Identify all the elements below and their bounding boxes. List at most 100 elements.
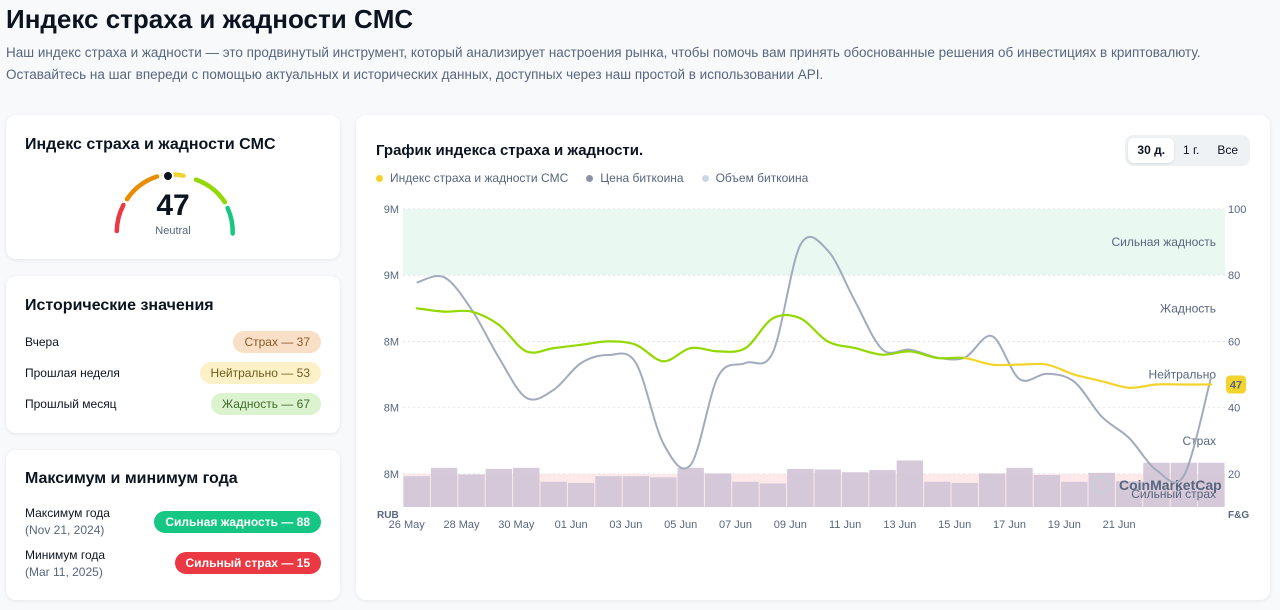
volume-bar — [1006, 467, 1033, 507]
yearly-max-badge: Сильная жадность — 88 — [154, 511, 321, 533]
x-axis-tick: 11 Jun — [829, 519, 861, 531]
x-axis-tick: 03 Jun — [609, 519, 642, 531]
left-axis-tick: 9M — [384, 204, 399, 216]
volume-bar — [814, 469, 841, 507]
fear-greed-line-segment — [662, 347, 692, 363]
right-axis-tick: 40 — [1228, 403, 1240, 415]
zone-label-extreme-greed: Сильная жадность — [1111, 235, 1216, 249]
fear-greed-line-segment — [771, 313, 802, 320]
zone-label-fear: Страх — [1182, 434, 1216, 448]
yearly-title: Максимум и минимум года — [25, 470, 238, 487]
yearly-min-badge: Сильный страх — 15 — [174, 552, 321, 574]
fear-greed-line-segment — [497, 323, 528, 353]
zone-label-extreme-fear: Сильный страх — [1131, 487, 1216, 501]
fear-greed-line-segment — [881, 350, 911, 356]
fear-greed-line-segment — [717, 347, 747, 353]
hist-last-month-badge: Жадность — 67 — [211, 393, 321, 415]
fear-greed-line-segment — [908, 350, 939, 360]
chart-watermark: CoinMarketCap — [1119, 477, 1222, 493]
legend-item-volume[interactable]: Объем биткоина — [701, 171, 809, 185]
x-axis-tick: 28 May — [443, 519, 480, 531]
volume-bar — [1115, 481, 1143, 507]
volume-bar — [951, 482, 978, 507]
intro-line-1: Наш индекс страха и жадности — это продв… — [6, 45, 1201, 60]
fear-greed-chart: CoinMarketCap Сильная жадность Жадность Ней… — [377, 204, 1249, 531]
fear-greed-line-segment — [607, 340, 637, 346]
volume-bar — [1088, 472, 1115, 507]
right-axis-tick: 60 — [1228, 336, 1240, 348]
fear-greed-line-segment — [1100, 380, 1131, 389]
volume-bar — [403, 476, 430, 507]
yearly-card: Максимум и минимум года Максимум года (N… — [6, 450, 340, 600]
gauge-arc-greed — [193, 177, 228, 205]
fear-greed-line-segment — [799, 317, 829, 343]
zone-label-neutral: Нейтрально — [1149, 368, 1217, 382]
fear-greed-line-segment — [936, 356, 966, 360]
hist-last-week-badge: Нейтрально — 53 — [199, 362, 321, 384]
zone-bg-extreme-fear — [403, 473, 1225, 507]
left-axis-tick: 8M — [384, 469, 399, 481]
volume-bar — [650, 477, 677, 507]
watermark-logo-icon — [1092, 476, 1110, 494]
hist-last-week-label: Прошлая неделя — [25, 366, 120, 380]
zone-label-greed: Жадность — [1160, 301, 1216, 315]
volume-bar — [896, 460, 924, 507]
volume-bar — [787, 468, 814, 507]
x-axis-tick: 30 May — [498, 519, 535, 531]
x-axis-tick: 13 Jun — [883, 519, 916, 531]
fear-greed-line-segment — [470, 310, 500, 326]
volume-bar — [485, 468, 513, 507]
x-axis-tick: 21 Jun — [1103, 519, 1136, 531]
yearly-min-label: Минимум года — [25, 548, 106, 562]
volume-bar — [513, 467, 540, 507]
yearly-max-label: Максимум года — [25, 506, 110, 520]
legend-label-price: Цена биткоина — [600, 171, 684, 185]
gauge-label: Neutral — [155, 225, 191, 237]
right-axis-tick: 80 — [1228, 270, 1240, 282]
gauge-value: 47 — [156, 189, 190, 222]
x-axis-tick: 15 Jun — [938, 519, 971, 531]
legend-label-volume: Объем биткоина — [715, 171, 809, 185]
volume-bar — [704, 473, 732, 507]
x-axis-tick: 26 May — [389, 519, 426, 531]
fear-greed-line-segment — [552, 343, 583, 350]
fear-greed-line-segment — [854, 347, 884, 356]
gauge-arc-fear — [124, 174, 160, 202]
volume-bar — [458, 474, 485, 507]
left-axis-unit: RUB — [377, 510, 399, 521]
fear-greed-line-segment — [1073, 373, 1103, 383]
fear-greed-line-segment — [1128, 383, 1158, 389]
historical-title: Исторические значения — [25, 297, 214, 314]
volume-bar — [1033, 475, 1061, 507]
tab-1y[interactable]: 1 г. — [1183, 143, 1200, 157]
left-axis-tick: 8M — [384, 403, 399, 415]
current-value-badge — [1226, 375, 1246, 394]
volume-bar — [869, 470, 896, 507]
x-axis-tick: 01 Jun — [555, 519, 588, 531]
yearly-max-date: (Nov 21, 2024) — [25, 523, 105, 537]
fear-greed-line-segment — [1045, 363, 1076, 376]
fear-greed-line-segment — [580, 340, 610, 346]
gauge-card: Индекс страха и жадности CMC 47 Neutral — [6, 115, 340, 259]
x-axis-tick: 19 Jun — [1048, 519, 1081, 531]
legend-item-index[interactable]: Индекс страха и жадности CMC — [376, 171, 568, 185]
volume-bar — [759, 483, 787, 507]
chart-title: График индекса страха и жадности. — [376, 142, 644, 159]
fear-greed-line-segment — [525, 347, 555, 354]
yearly-min-date: (Mar 11, 2025) — [25, 565, 103, 579]
legend-dot-price — [586, 174, 594, 182]
historical-card: Исторические значения Вчера Страх — 37 П… — [6, 276, 340, 433]
gauge-title: Индекс страха и жадности CMC — [25, 136, 276, 153]
right-axis-unit: F&G — [1228, 510, 1249, 521]
tab-all[interactable]: Все — [1217, 143, 1238, 157]
left-axis-tick: 9M — [384, 270, 399, 282]
intro-line-2: Оставайтесь на шаг впереди с помощью акт… — [6, 67, 824, 82]
fear-greed-line-segment — [443, 309, 473, 313]
tab-30d[interactable]: 30 д. — [1128, 138, 1175, 163]
legend-dot-index — [376, 174, 383, 182]
legend-label-index: Индекс страха и жадности CMC — [390, 171, 569, 185]
legend-dot-volume — [701, 174, 709, 182]
legend-item-price[interactable]: Цена биткоина — [586, 171, 684, 185]
hist-yesterday-label: Вчера — [25, 335, 59, 349]
volume-bar — [1170, 462, 1198, 507]
